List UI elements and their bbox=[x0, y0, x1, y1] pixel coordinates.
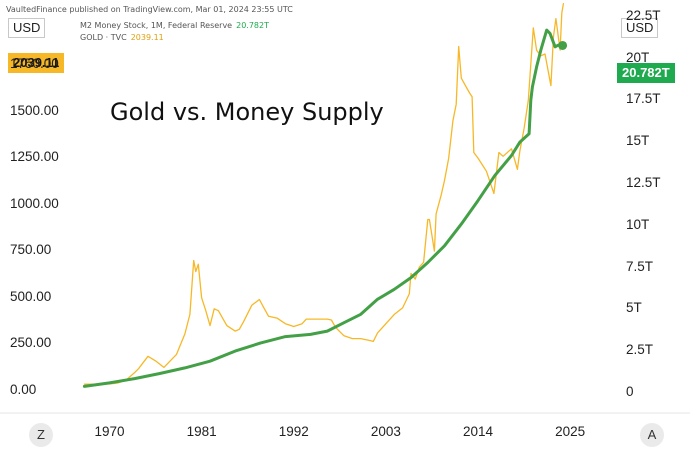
series-m2-label: M2 Money Stock, 1M, Federal Reserve bbox=[80, 21, 233, 30]
right-tick-label: 5T bbox=[626, 300, 642, 316]
right-tick-label: 12.5T bbox=[626, 174, 661, 190]
x-tick-label: 2025 bbox=[555, 424, 586, 439]
right-tick-label: 20T bbox=[626, 49, 650, 65]
left-currency-label[interactable]: USD bbox=[8, 18, 46, 38]
left-tick-label: 1750.00 bbox=[10, 56, 59, 72]
right-tick-label: 7.5T bbox=[626, 258, 654, 274]
left-tick-label: 0.00 bbox=[10, 381, 37, 397]
gold-price-line bbox=[83, 3, 565, 385]
m2-money-stock-line bbox=[82, 28, 565, 388]
right-tick-label: 0 bbox=[626, 383, 634, 399]
left-tick-label: 1500.00 bbox=[10, 102, 59, 118]
right-tick-label: 15T bbox=[626, 133, 650, 149]
left-tick-label: 1000.00 bbox=[10, 195, 59, 211]
left-tick-label: 1250.00 bbox=[10, 149, 59, 165]
right-tick-label: 17.5T bbox=[626, 91, 661, 107]
right-currency-label[interactable]: USD bbox=[621, 18, 659, 38]
x-tick-label: 2014 bbox=[462, 424, 494, 439]
gold-last-value-tag: 2039.11 bbox=[8, 53, 65, 73]
auto-scale-button[interactable]: A bbox=[640, 423, 664, 447]
x-tick-label: 2003 bbox=[370, 424, 401, 439]
right-tick-label: 22.5T bbox=[626, 7, 661, 23]
left-tick-label: 750.00 bbox=[10, 242, 52, 258]
chart-title: Gold vs. Money Supply bbox=[110, 98, 384, 126]
right-tick-label: 10T bbox=[626, 216, 650, 232]
series-legend-gold: GOLD · TVC 2039.11 bbox=[80, 33, 164, 42]
publisher-line: VaultedFinance published on TradingView.… bbox=[6, 5, 293, 14]
series-legend-m2: M2 Money Stock, 1M, Federal Reserve 20.78… bbox=[80, 21, 269, 30]
series-gold-label: GOLD · TVC bbox=[80, 33, 127, 42]
x-tick-label: 1981 bbox=[186, 424, 217, 439]
x-tick-label: 1992 bbox=[278, 424, 309, 439]
right-tick-label: 2.5T bbox=[626, 342, 654, 358]
series-m2-value: 20.782T bbox=[236, 21, 269, 30]
left-tick-label: 500.00 bbox=[10, 288, 52, 304]
m2-last-value-tag: 20.782T bbox=[617, 63, 675, 83]
x-tick-label: 1970 bbox=[94, 424, 125, 439]
m2-last-point-marker bbox=[558, 40, 568, 50]
left-tick-label: 250.00 bbox=[10, 335, 52, 351]
zoom-button[interactable]: Z bbox=[29, 423, 53, 447]
series-gold-value: 2039.11 bbox=[130, 33, 164, 42]
